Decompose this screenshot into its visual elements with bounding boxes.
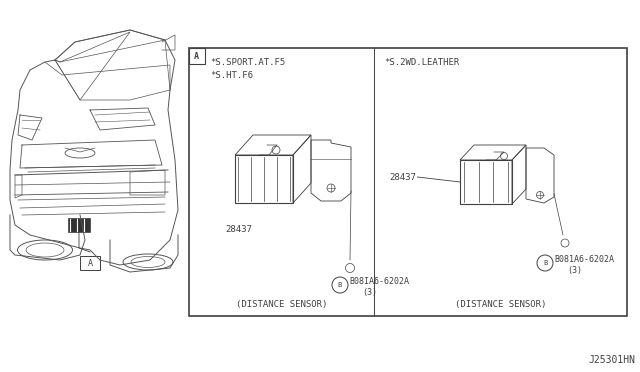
Text: (DISTANCE SENSOR): (DISTANCE SENSOR) bbox=[236, 300, 327, 309]
Text: B: B bbox=[338, 282, 342, 288]
Text: (3): (3) bbox=[362, 289, 377, 298]
Text: (3): (3) bbox=[567, 266, 582, 276]
Text: (DISTANCE SENSOR): (DISTANCE SENSOR) bbox=[455, 300, 547, 309]
Bar bbox=[189, 48, 627, 316]
Bar bbox=[80, 256, 100, 270]
Text: J25301HN: J25301HN bbox=[588, 355, 635, 365]
Bar bbox=[189, 48, 205, 64]
Text: A: A bbox=[195, 52, 199, 61]
Bar bbox=[68, 218, 90, 232]
Bar bbox=[460, 160, 512, 204]
Text: B081A6-6202A: B081A6-6202A bbox=[554, 254, 614, 263]
Text: 28437: 28437 bbox=[225, 225, 252, 234]
Text: *S.2WD.LEATHER: *S.2WD.LEATHER bbox=[385, 58, 460, 67]
Text: A: A bbox=[88, 259, 93, 267]
Text: B: B bbox=[543, 260, 547, 266]
Text: 28437: 28437 bbox=[389, 173, 416, 182]
Text: *S.HT.F6: *S.HT.F6 bbox=[210, 71, 253, 80]
Text: *S.SPORT.AT.F5: *S.SPORT.AT.F5 bbox=[210, 58, 285, 67]
Text: B08IA6-6202A: B08IA6-6202A bbox=[349, 276, 409, 285]
Bar bbox=[235, 155, 293, 203]
